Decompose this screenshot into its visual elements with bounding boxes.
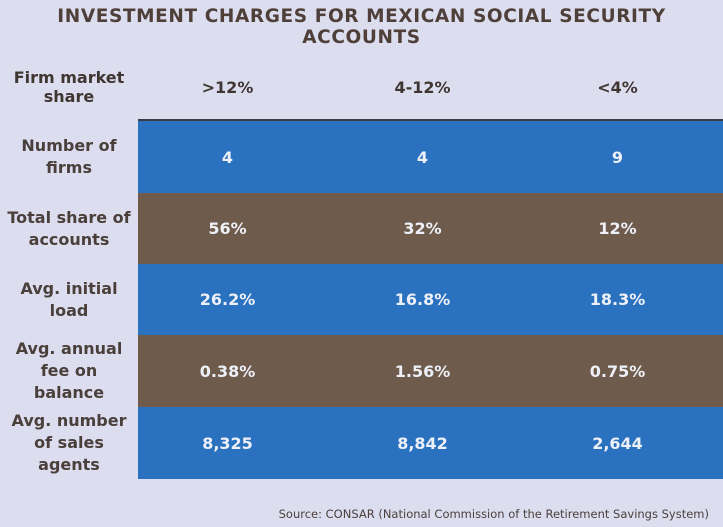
table-cell: 8,325 — [202, 433, 253, 453]
table-cell: 4 — [221, 147, 234, 167]
page-title: INVESTMENT CHARGES FOR MEXICAN SOCIAL SE… — [57, 6, 666, 48]
table-cell: 0.38% — [199, 361, 256, 381]
row-label: Number of firms — [21, 136, 117, 177]
table-cell: 26.2% — [199, 290, 256, 309]
row-label: Avg. annual fee on balance — [15, 339, 123, 402]
column-header: 4-12% — [394, 77, 451, 97]
table-row — [138, 264, 723, 335]
row-label: Avg. number of sales agents — [11, 411, 127, 474]
table-cell: 56% — [208, 219, 247, 238]
table-cell: 8,842 — [397, 433, 448, 453]
source-note: Source: CONSAR (National Commission of t… — [278, 507, 709, 521]
row-label: Total share of accounts — [7, 207, 131, 249]
table-cell: 12% — [598, 219, 637, 238]
table-cell: 0.75% — [589, 361, 646, 381]
table-cell: 9 — [611, 147, 624, 167]
row-label: Avg. initial load — [20, 278, 118, 320]
column-header: >12% — [201, 77, 254, 97]
table-cell: 1.56% — [394, 361, 451, 381]
table-cell: 2,644 — [592, 433, 643, 453]
table-cell: 4 — [416, 147, 429, 167]
column-header: <4% — [597, 77, 638, 97]
table-cell: 16.8% — [394, 290, 451, 309]
table-row — [138, 193, 723, 264]
table-cell: 18.3% — [589, 290, 646, 309]
table-top-rule — [138, 119, 723, 121]
table-row — [138, 407, 723, 479]
table-row — [138, 121, 723, 193]
table-cell: 32% — [403, 219, 442, 238]
header-label: Firm market share — [13, 68, 125, 106]
table-row — [138, 335, 723, 407]
